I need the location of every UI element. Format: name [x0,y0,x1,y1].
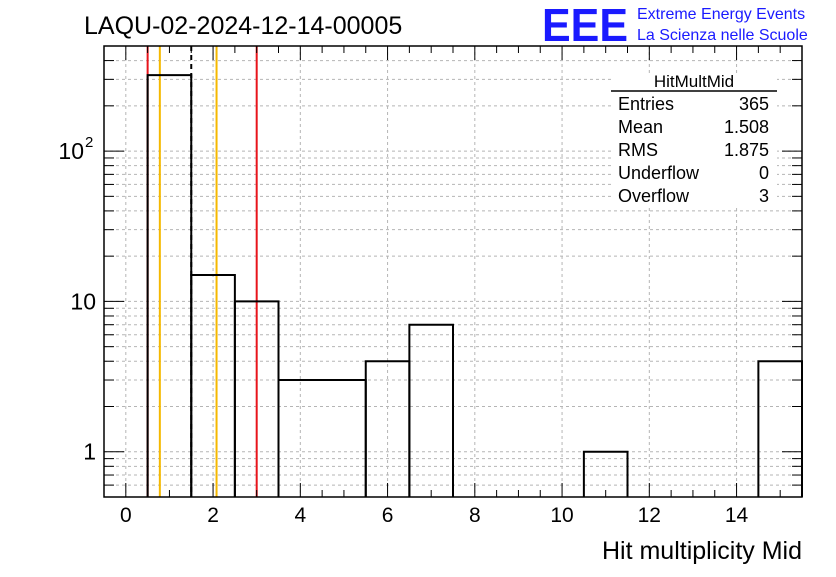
logo-line1: Extreme Energy Events [637,6,805,23]
stats-row-value: 0 [759,163,769,183]
histogram-bin [146,74,193,497]
marker-lines [146,46,258,497]
stats-row-value: 3 [759,186,769,206]
stats-box-background [611,73,777,208]
stats-box-title: HitMultMid [654,72,734,91]
x-tick-label: 4 [294,504,306,527]
histogram-bin [277,379,367,497]
histogram-series [146,74,803,497]
x-axis-label: Hit multiplicity Mid [602,537,802,565]
stats-row-label: Overflow [618,186,690,206]
logo-mark: EEE [542,0,628,51]
stats-row-label: Underflow [618,163,700,183]
x-tick-label: 12 [638,504,661,527]
chart-title: LAQU-02-2024-12-14-00005 [84,12,402,40]
stats-row-label: Entries [618,94,674,114]
histogram-bin [408,323,454,497]
x-tick-label: 10 [550,504,573,527]
y-tick-label: 1 [83,439,96,465]
stats-row-value: 1.875 [724,140,769,160]
x-tick-label: 8 [469,504,481,527]
y-tick-label: 10 [70,288,96,314]
y-tick-exponent: 2 [85,134,93,151]
stats-row-label: RMS [618,140,658,160]
x-tick-label: 14 [725,504,749,527]
x-tick-label: 0 [120,504,132,527]
stats-box: HitMultMid Entries 365 Mean 1.508 RMS 1.875 Un… [611,72,777,208]
histogram-bin [582,450,629,497]
stats-row-label: Mean [618,117,663,137]
y-tick-label: 10 [58,138,84,164]
stats-row-value: 365 [739,94,769,114]
histogram-bin [364,360,411,497]
eee-logo: EEE Extreme Energy Events La Scienza nel… [542,0,808,51]
logo-line2: La Scienza nelle Scuole [637,27,808,44]
stats-row-value: 1.508 [724,117,769,137]
x-tick-label: 2 [207,504,219,527]
x-tick-label: 6 [382,504,394,527]
histogram-bin [757,360,803,497]
stats-rows: Entries 365 Mean 1.508 RMS 1.875 Underflow 0 Ove… [618,94,769,206]
